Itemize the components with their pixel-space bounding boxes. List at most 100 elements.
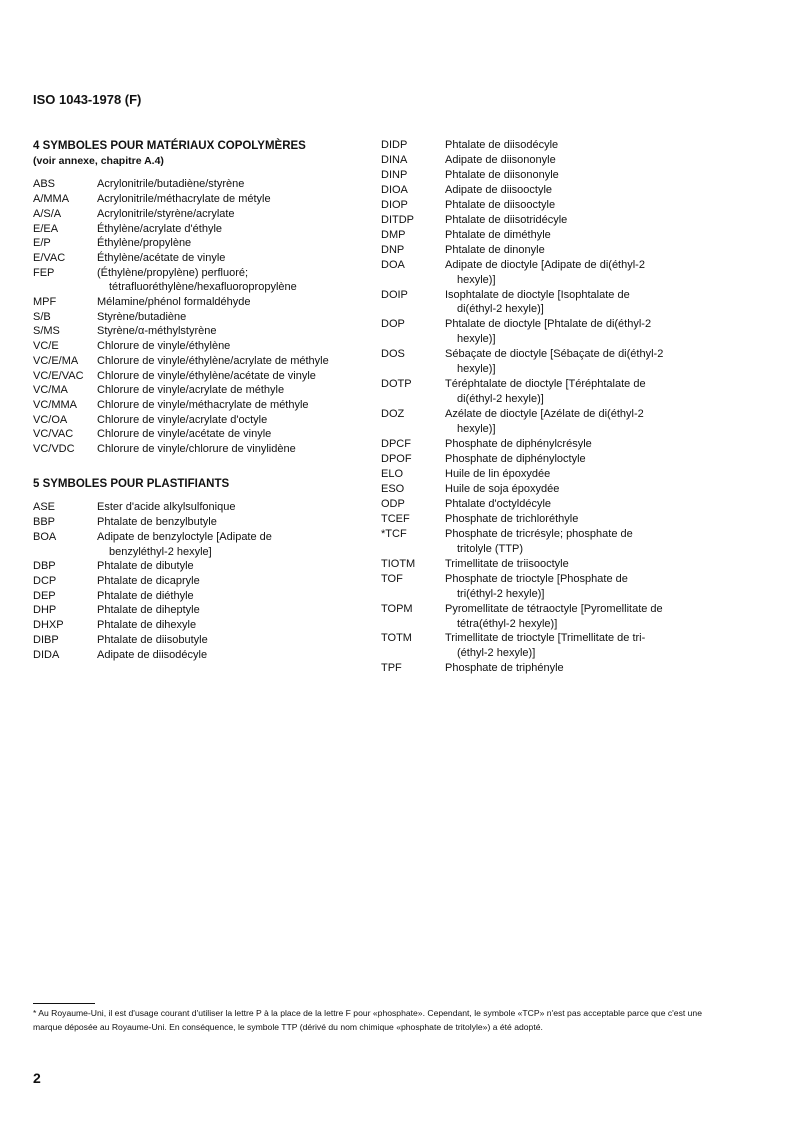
symbol-entry: A/MMA Acrylonitrile/méthacrylate de métyl… xyxy=(33,192,363,207)
description-line: Éthylène/acrylate d'éthyle xyxy=(97,222,223,235)
symbol-entry: DMP Phtalate de diméthyle xyxy=(381,228,711,243)
symbol: ELO xyxy=(381,467,404,480)
symbol-entry: VC/MA Chlorure de vinyle/acrylate de méth… xyxy=(33,383,363,398)
symbol: E/P xyxy=(33,237,51,250)
symbol-description: Chlorure de vinyle/éthylène/acétate de v… xyxy=(97,369,316,384)
left-column: 4 SYMBOLES POUR MATÉRIAUX COPOLYMÈRES (v… xyxy=(33,139,363,662)
symbol-entry: FEP (Éthylène/propylène) perfluoré; tétraf… xyxy=(33,266,363,295)
description-line: Phtalate de dicapryle xyxy=(97,574,200,587)
symbol-entry: DOS Sébaçate de dioctyle [Sébaçate de di(… xyxy=(381,347,711,377)
symbol: S/B xyxy=(33,310,51,323)
symbol-description: Phtalate de diisooctyle xyxy=(445,198,555,213)
symbol-entry: DNP Phtalate de dinonyle xyxy=(381,243,711,258)
symbol-entry: DIBP Phtalate de diisobutyle xyxy=(33,633,363,648)
symbol-entry: DOP Phtalate de dioctyle [Phtalate de di(… xyxy=(381,317,711,347)
symbol: DIBP xyxy=(33,633,59,646)
description-line: Chlorure de vinyle/acétate de vinyle xyxy=(97,428,272,441)
symbol: DIDA xyxy=(33,648,60,661)
description-line: Styrène/α-méthylstyrène xyxy=(97,325,217,338)
description-line: Chlorure de vinyle/éthylène/acrylate de … xyxy=(97,354,329,367)
description-continuation: hexyle)] xyxy=(457,423,496,436)
description-line: Trimellitate de triisooctyle xyxy=(445,557,569,570)
symbol-description: Phtalate de diisotridécyle xyxy=(445,213,567,228)
symbol-description: Chlorure de vinyle/éthylène/acrylate de … xyxy=(97,354,329,369)
symbol-entry: DPCF Phosphate de diphénylcrésyle xyxy=(381,437,711,452)
symbol-description: Phtalate d'octyldécyle xyxy=(445,497,551,512)
symbol-description: Chlorure de vinyle/acrylate de méthyle xyxy=(97,383,284,398)
symbol-description: Azélate de dioctyle [Azélate de di(éthyl… xyxy=(445,407,644,437)
symbol-entry: DINP Phtalate de diisononyle xyxy=(381,168,711,183)
description-line: Ester d'acide alkylsulfonique xyxy=(97,501,236,514)
description-line: Phtalate de diisotridécyle xyxy=(445,213,568,226)
symbol: A/MMA xyxy=(33,193,70,206)
symbol-entry: E/EA Éthylène/acrylate d'éthyle xyxy=(33,222,363,237)
symbol-description: Chlorure de vinyle/acétate de vinyle xyxy=(97,427,271,442)
symbol: DBP xyxy=(33,560,56,573)
footnote-rule xyxy=(33,1003,95,1004)
symbol-description: (Éthylène/propylène) perfluoré; tétrafluo… xyxy=(97,266,297,295)
description-line: Phtalate de dibutyle xyxy=(97,560,194,573)
symbol: *TCF xyxy=(381,527,407,540)
symbol-entry: VC/OA Chlorure de vinyle/acrylate d'octyl… xyxy=(33,413,363,428)
symbol-entry: ABS Acrylonitrile/butadiène/styrène xyxy=(33,177,363,192)
description-continuation: hexyle)] xyxy=(457,333,496,346)
description-line: Phosphate de trichloréthyle xyxy=(445,512,579,525)
symbol: DINA xyxy=(381,153,408,166)
symbol-description: Phosphate de triphényle xyxy=(445,661,564,676)
symbol: VC/VAC xyxy=(33,428,74,441)
description-line: Chlorure de vinyle/acrylate d'octyle xyxy=(97,413,268,426)
symbol-description: Phosphate de trichloréthyle xyxy=(445,512,578,527)
description-line: (Éthylène/propylène) perfluoré; xyxy=(97,266,249,279)
symbol-entry: TOPM Pyromellitate de tétraoctyle [Pyrome… xyxy=(381,602,711,632)
section-5-list-part-1: ASE Ester d'acide alkylsulfonique BBP Phtal… xyxy=(33,500,363,662)
description-line: Phtalate de dioctyle [Phtalate de di(éth… xyxy=(445,318,652,331)
description-line: Isophtalate de dioctyle [Isophtalate de xyxy=(445,288,630,301)
description-line: Adipate de diisooctyle xyxy=(445,183,553,196)
symbol-description: Mélamine/phénol formaldéhyde xyxy=(97,295,250,310)
symbol-entry: VC/MMA Chlorure de vinyle/méthacrylate de… xyxy=(33,398,363,413)
symbol-description: Styrène/butadiène xyxy=(97,310,186,325)
description-line: Huile de lin époxydée xyxy=(445,467,551,480)
symbol: S/MS xyxy=(33,325,60,338)
symbol-entry: DIOA Adipate de diisooctyle xyxy=(381,183,711,198)
symbol-description: Phtalate de diisodécyle xyxy=(445,138,558,153)
symbol-description: Téréphtalate de dioctyle [Téréphtalate d… xyxy=(445,377,646,407)
symbol: ASE xyxy=(33,501,56,514)
symbol-entry: DOTP Téréphtalate de dioctyle [Téréphtala… xyxy=(381,377,711,407)
description-line: Phosphate de trioctyle [Phosphate de xyxy=(445,572,628,585)
symbol: DHP xyxy=(33,604,57,617)
symbol-entry: S/B Styrène/butadiène xyxy=(33,310,363,325)
symbol: DNP xyxy=(381,243,405,256)
symbol-description: Éthylène/propylène xyxy=(97,236,191,251)
symbol: VC/VDC xyxy=(33,443,75,456)
description-line: Phosphate de triphényle xyxy=(445,662,564,675)
symbol-entry: S/MS Styrène/α-méthylstyrène xyxy=(33,324,363,339)
section-4-subtitle: (voir annexe, chapitre A.4) xyxy=(33,154,164,167)
description-line: Éthylène/propylène xyxy=(97,237,192,250)
symbol-entry: VC/E Chlorure de vinyle/éthylène xyxy=(33,339,363,354)
symbol-description: Phtalate de diméthyle xyxy=(445,228,551,243)
symbol: TOPM xyxy=(381,602,413,615)
description-line: Chlorure de vinyle/méthacrylate de méthy… xyxy=(97,398,309,411)
symbol-entry: DOIP Isophtalate de dioctyle [Isophtalate… xyxy=(381,288,711,318)
description-line: Adipate de dioctyle [Adipate de di(éthyl… xyxy=(445,258,645,271)
symbol-description: Phtalate de diéthyle xyxy=(97,589,194,604)
symbol: DOP xyxy=(381,318,405,331)
description-line: Phosphate de diphénylcrésyle xyxy=(445,438,592,451)
symbol-description: Adipate de diisodécyle xyxy=(97,648,207,663)
document-header: ISO 1043-1978 (F) xyxy=(33,92,142,107)
symbol-entry: ELO Huile de lin époxydée xyxy=(381,467,711,482)
description-line: Chlorure de vinyle/éthylène/acétate de v… xyxy=(97,369,316,382)
section-4-title: 4 SYMBOLES POUR MATÉRIAUX COPOLYMÈRES xyxy=(33,140,306,152)
symbol-description: Huile de soja époxydée xyxy=(445,482,559,497)
description-line: Mélamine/phénol formaldéhyde xyxy=(97,296,251,309)
symbol: DOA xyxy=(381,258,405,271)
symbol-entry: *TCF Phosphate de tricrésyle; phosphate d… xyxy=(381,527,711,557)
description-line: Phtalate de diisodécyle xyxy=(445,139,559,151)
symbol: DIOA xyxy=(381,183,408,196)
description-line: Phtalate de diisononyle xyxy=(445,168,559,181)
symbol-entry: E/VAC Éthylène/acétate de vinyle xyxy=(33,251,363,266)
symbol-entry: E/P Éthylène/propylène xyxy=(33,236,363,251)
description-line: Acrylonitrile/méthacrylate de métyle xyxy=(97,193,271,206)
symbol: DIOP xyxy=(381,198,408,211)
